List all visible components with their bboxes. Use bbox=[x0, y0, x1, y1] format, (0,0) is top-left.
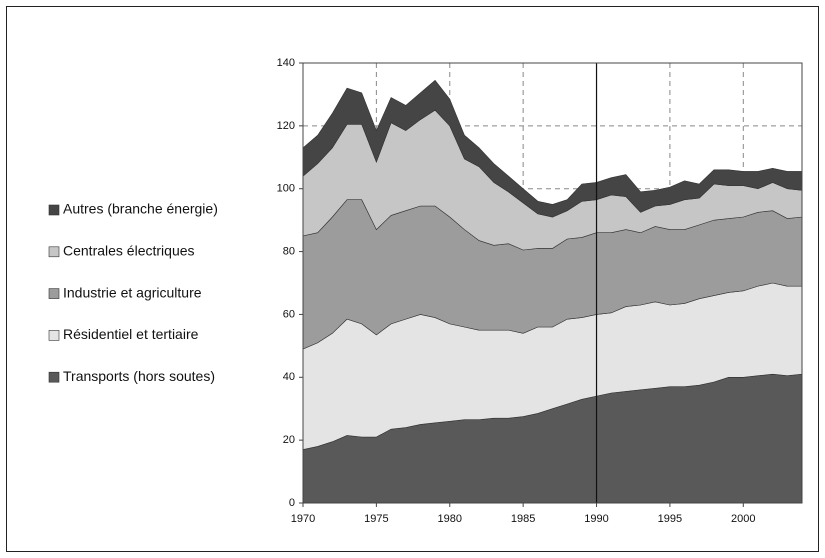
legend-label: Autres (branche énergie) bbox=[63, 201, 218, 217]
legend-swatch bbox=[48, 330, 60, 341]
y-tick-label: 140 bbox=[277, 57, 295, 69]
plot-border bbox=[302, 62, 803, 504]
y-tick-label: 120 bbox=[277, 120, 295, 132]
y-tick-label: 80 bbox=[283, 245, 295, 257]
y-tick-label: 0 bbox=[289, 497, 295, 509]
x-tick-label: 1995 bbox=[658, 513, 682, 525]
y-tick-label: 20 bbox=[283, 434, 295, 446]
legend-label: Résidentiel et tertiaire bbox=[63, 326, 199, 342]
legend-swatch bbox=[48, 288, 60, 299]
legend-swatch bbox=[48, 246, 60, 258]
legend-swatch bbox=[48, 204, 60, 216]
y-tick-label: 60 bbox=[283, 308, 295, 320]
x-tick-label: 1970 bbox=[291, 513, 315, 525]
legend-swatch bbox=[48, 371, 60, 383]
x-tick-label: 2000 bbox=[731, 513, 755, 525]
x-tick-label: 1985 bbox=[511, 513, 535, 525]
legend-label: Industrie et agriculture bbox=[63, 284, 202, 300]
x-tick-label: 1975 bbox=[364, 513, 388, 525]
legend-label: Centrales électriques bbox=[63, 243, 195, 259]
y-tick-label: 40 bbox=[283, 371, 295, 383]
x-tick-label: 1990 bbox=[584, 513, 608, 525]
legend-label: Transports (hors soutes) bbox=[63, 368, 215, 384]
y-tick-label: 100 bbox=[277, 183, 295, 195]
x-tick-label: 1980 bbox=[438, 513, 462, 525]
